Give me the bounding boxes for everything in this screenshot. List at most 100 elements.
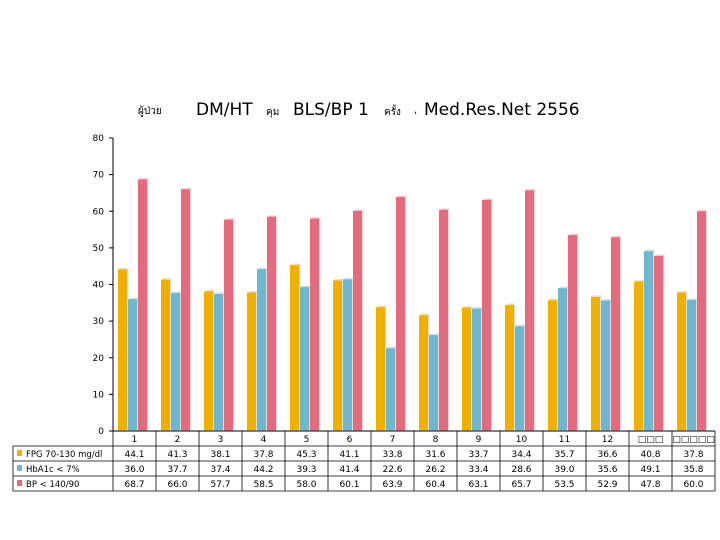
y-tick-label: 20 (93, 354, 105, 364)
bar (310, 218, 319, 431)
y-tick-label: 0 (98, 427, 104, 437)
data-label: 36.6 (597, 450, 617, 460)
title-part-7: Med.Res.Net 2556 (424, 100, 580, 120)
bar (525, 190, 534, 431)
bar (386, 348, 395, 431)
data-label: 63.9 (382, 480, 402, 490)
data-label: 68.7 (124, 480, 144, 490)
category-label: 11 (559, 435, 570, 445)
category-label: 3 (218, 435, 224, 445)
bar (224, 219, 233, 431)
data-label: 65.7 (511, 480, 531, 490)
title-part-6: , (414, 105, 418, 116)
bar (343, 279, 352, 431)
category-label: 7 (390, 435, 396, 445)
category-label: 4 (261, 435, 267, 445)
title-part-3: คุม (266, 107, 280, 118)
bar (472, 308, 481, 431)
category-label: 9 (476, 435, 482, 445)
y-tick-label: 30 (93, 317, 105, 327)
category-label: 12 (602, 435, 613, 445)
bar (687, 299, 696, 431)
category-label: □□□ (638, 435, 664, 445)
title-part-5: ครั้ง (384, 107, 401, 118)
bar (138, 179, 147, 431)
data-label: 33.4 (468, 465, 488, 475)
data-label: 52.9 (597, 480, 617, 490)
data-label: 38.1 (210, 450, 230, 460)
bar (419, 315, 428, 431)
data-label: 22.6 (382, 465, 402, 475)
data-label: 63.1 (468, 480, 488, 490)
category-label: □□□□□ (672, 435, 715, 445)
data-label: 47.8 (640, 480, 660, 490)
y-tick-label: 50 (93, 244, 105, 254)
data-label: 37.4 (210, 465, 230, 475)
data-label: 57.7 (210, 480, 230, 490)
bar (214, 294, 223, 431)
bar (548, 300, 557, 431)
bar (204, 291, 213, 431)
data-label: 36.0 (124, 465, 144, 475)
data-label: 39.0 (554, 465, 574, 475)
bar (482, 199, 491, 431)
legend-key (17, 450, 22, 456)
bar (644, 251, 653, 431)
category-label: 8 (433, 435, 439, 445)
bar (462, 307, 471, 431)
bar (171, 292, 180, 431)
data-label: 37.7 (167, 465, 187, 475)
bar (353, 210, 362, 431)
bar (697, 211, 706, 431)
bar (300, 287, 309, 431)
legend-key (17, 465, 22, 471)
bar (247, 292, 256, 431)
data-label: 39.3 (296, 465, 316, 475)
bar (257, 269, 266, 431)
data-label: 60.1 (339, 480, 359, 490)
bar (677, 292, 686, 431)
bar (654, 255, 663, 431)
y-tick-label: 80 (93, 134, 105, 144)
data-label: 44.2 (253, 465, 273, 475)
bar (439, 209, 448, 431)
data-label: 33.7 (468, 450, 488, 460)
title-part-2: DM/HT (196, 100, 253, 120)
category-label: 6 (347, 435, 353, 445)
bar (181, 189, 190, 431)
data-label: 28.6 (511, 465, 531, 475)
bar (601, 300, 610, 431)
bar (558, 288, 567, 431)
bar (333, 280, 342, 431)
bar (568, 235, 577, 431)
legend-label: FPG 70-130 mg/dl (26, 450, 102, 460)
data-label: 37.8 (253, 450, 273, 460)
bar (505, 305, 514, 431)
data-label: 34.4 (511, 450, 531, 460)
legend-key (17, 480, 22, 486)
data-label: 26.2 (425, 465, 445, 475)
data-label: 49.1 (640, 465, 660, 475)
bar (118, 269, 127, 431)
data-label: 35.8 (683, 465, 703, 475)
y-tick-label: 40 (93, 281, 105, 291)
data-label: 53.5 (554, 480, 574, 490)
data-label: 35.7 (554, 450, 574, 460)
data-label: 58.5 (253, 480, 273, 490)
bar (161, 279, 170, 431)
y-tick-label: 10 (93, 390, 105, 400)
data-label: 31.6 (425, 450, 445, 460)
data-label: 37.8 (683, 450, 703, 460)
data-label: 41.4 (339, 465, 359, 475)
legend-label: HbA1c < 7% (26, 465, 80, 475)
bar (591, 296, 600, 431)
bar (267, 216, 276, 431)
title-part-1: ผู้ป่วย (138, 106, 162, 117)
data-label: 44.1 (124, 450, 144, 460)
data-label: 60.0 (683, 480, 703, 490)
bar (429, 335, 438, 431)
legend-label: BP < 140/90 (26, 480, 79, 490)
y-tick-label: 70 (93, 171, 105, 181)
data-label: 40.8 (640, 450, 660, 460)
